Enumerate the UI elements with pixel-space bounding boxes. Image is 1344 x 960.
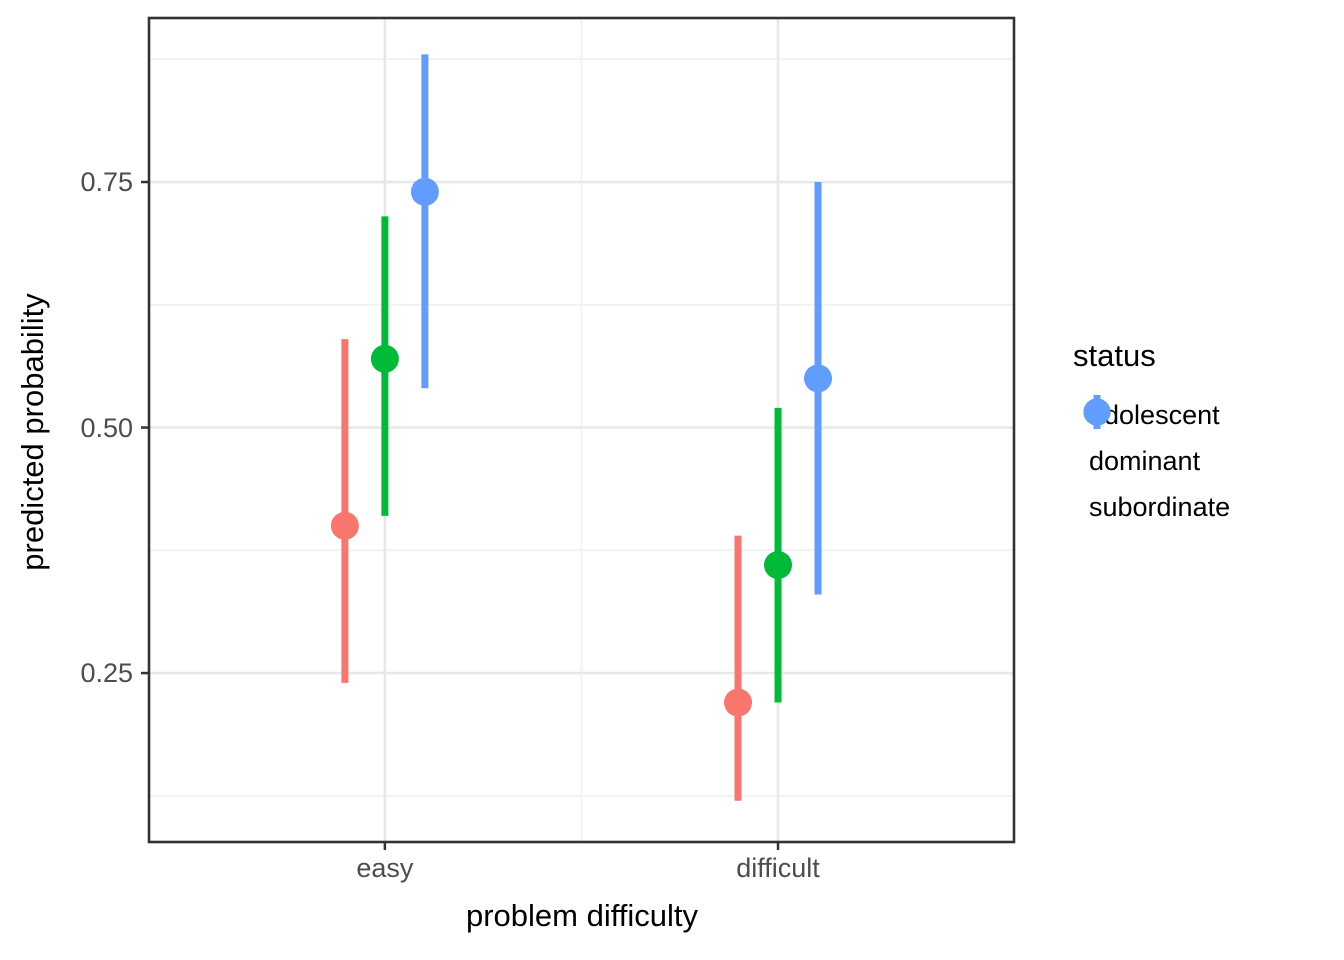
- legend-item-label: adolescent: [1089, 399, 1220, 430]
- legend-item-dominant: dominant: [1077, 395, 1230, 484]
- y-tick-label: 0.75: [80, 167, 133, 197]
- legend-items: adolescent dominant subordinate: [1077, 392, 1230, 530]
- panel-border: [147, 16, 1016, 844]
- y-axis-title: predicted probability: [15, 293, 50, 571]
- legend-item-label: subordinate: [1089, 491, 1231, 522]
- point-adolescent-easy: [330, 511, 359, 540]
- x-tick-label: easy: [356, 853, 414, 883]
- point-subordinate-easy: [410, 177, 439, 206]
- y-tick-label: 0.25: [80, 658, 133, 689]
- point-dominant-easy: [370, 344, 399, 373]
- legend-key-pointrange-icon: [1083, 395, 1111, 429]
- legend-item-subordinate: subordinate: [1077, 395, 1231, 530]
- y-tick-label: 0.50: [80, 412, 133, 443]
- legend-item-label: dominant: [1089, 445, 1201, 476]
- legend-title: status: [1073, 338, 1156, 373]
- point-adolescent-difficult: [724, 688, 753, 717]
- x-axis-title: problem difficulty: [465, 898, 699, 933]
- point-dominant-difficult: [764, 551, 793, 580]
- point-subordinate-difficult: [804, 364, 833, 393]
- x-tick-label: difficult: [736, 853, 820, 883]
